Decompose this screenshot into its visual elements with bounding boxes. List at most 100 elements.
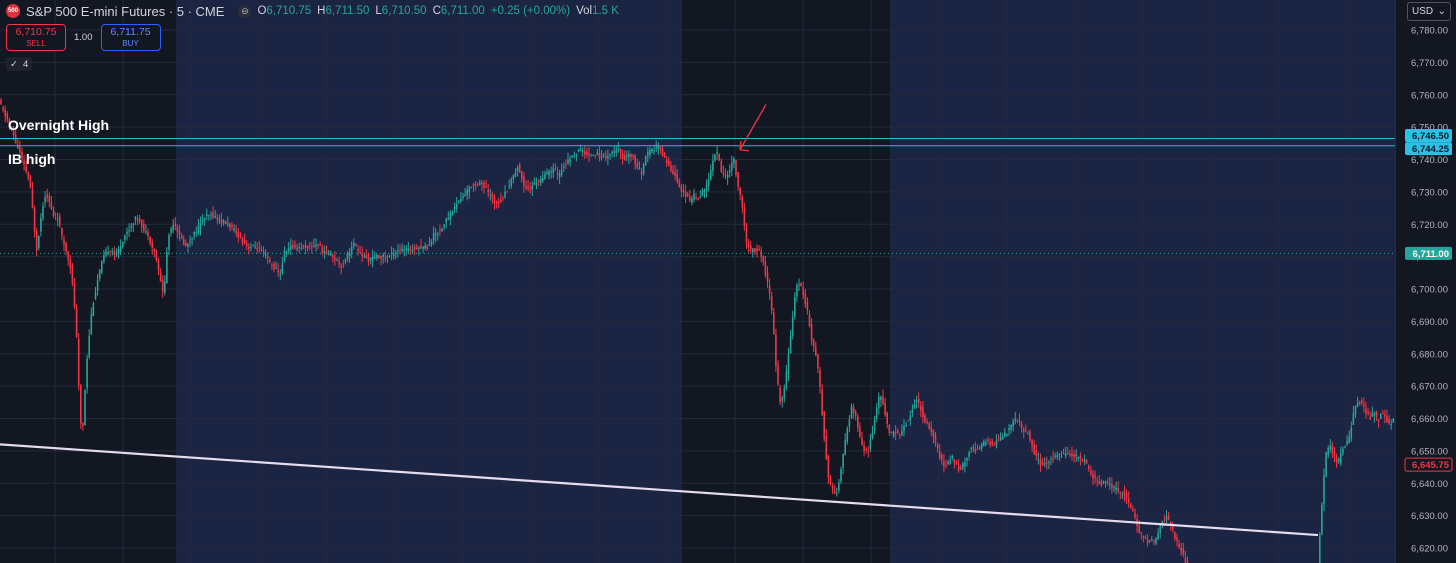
candle-body	[229, 223, 231, 229]
candle-body	[865, 448, 867, 451]
candle-body	[733, 158, 735, 164]
candle-body	[521, 171, 523, 179]
candle-body	[548, 170, 550, 176]
candle-body	[613, 151, 615, 154]
candle-body	[680, 186, 683, 192]
candle-body	[237, 231, 240, 238]
candle-body	[422, 246, 424, 249]
candle-body	[1064, 453, 1067, 457]
candle-body	[1071, 453, 1073, 456]
candle-body	[997, 440, 1000, 442]
candle-body	[1106, 482, 1109, 484]
symbol-title[interactable]: S&P 500 E-mini Futures · 5 · CME	[26, 3, 225, 19]
candle-body	[745, 228, 748, 243]
candle-body	[1029, 431, 1031, 440]
annotation-arrow-head	[739, 140, 742, 150]
candle-body	[1130, 503, 1132, 508]
candle-body	[69, 259, 72, 269]
buy-button[interactable]: 6,711.75 BUY	[100, 24, 161, 51]
candle-body	[405, 248, 408, 251]
candle-body	[403, 249, 405, 251]
candle-body	[1079, 455, 1082, 460]
ib-high-tag	[1405, 142, 1452, 156]
candle-body	[103, 255, 105, 262]
candle-body	[1352, 413, 1355, 425]
candle-body	[31, 188, 34, 209]
eye-toggle-icon[interactable]: ⊖	[238, 4, 252, 18]
candle-body	[1327, 447, 1329, 456]
candle-body	[1111, 484, 1113, 489]
low-value: 6,710.50	[381, 5, 427, 17]
candle-body	[760, 250, 762, 257]
candle-body	[29, 177, 32, 188]
candle-body	[231, 224, 233, 227]
candle-body	[376, 255, 378, 259]
quantity-value[interactable]: 1.00	[74, 32, 93, 43]
candle-body	[107, 251, 109, 255]
candle-body	[508, 186, 510, 188]
candle-body	[451, 211, 454, 216]
candle-body	[896, 430, 899, 434]
candle-body	[980, 443, 983, 449]
candle-body	[1392, 418, 1395, 423]
price-tick-label: 6,620.00	[1411, 544, 1448, 555]
candle-body	[302, 245, 305, 247]
candle-body	[151, 241, 153, 248]
low-label: L	[375, 5, 382, 17]
candle-body	[359, 251, 361, 253]
candle-body	[304, 245, 307, 249]
candle-body	[1098, 481, 1101, 484]
candle-body	[497, 201, 500, 204]
candle-body	[959, 468, 962, 470]
candle-body	[1379, 414, 1382, 419]
candle-body	[399, 250, 401, 252]
candle-body	[1041, 462, 1044, 465]
candle-body	[374, 256, 376, 259]
candle-body	[23, 160, 25, 165]
candle-body	[617, 148, 620, 150]
candle-body	[556, 173, 559, 175]
price-tick-label: 6,720.00	[1411, 220, 1448, 231]
candle-body	[779, 387, 781, 403]
candle-body	[485, 186, 487, 188]
indicators-toggle[interactable]: ✓ 4	[6, 57, 33, 71]
candle-body	[602, 154, 605, 156]
sell-price: 6,710.75	[15, 25, 57, 38]
candle-body	[651, 148, 653, 153]
candle-body	[185, 242, 187, 247]
candle-body	[506, 191, 508, 193]
last-price-tag	[1405, 246, 1452, 260]
candle-body	[489, 194, 492, 196]
candle-body	[884, 403, 886, 415]
candle-body	[794, 297, 796, 317]
currency-select[interactable]: USD ⌄	[1407, 2, 1451, 21]
candle-body	[863, 445, 865, 451]
chevron-down-icon: ⌄	[1437, 6, 1446, 17]
candle-body	[218, 220, 221, 222]
candle-body	[558, 173, 561, 177]
candle-body	[227, 223, 229, 225]
candle-body	[1169, 521, 1172, 525]
candle-body	[743, 207, 746, 226]
candle-body	[38, 235, 40, 249]
candle-body	[781, 397, 783, 401]
candle-body	[1058, 453, 1061, 455]
candle-body	[206, 214, 208, 216]
candle-body	[94, 292, 97, 300]
candle-body	[852, 407, 855, 414]
candle-body	[426, 246, 429, 249]
candle-body	[527, 186, 529, 190]
candle-body	[502, 198, 504, 200]
candle-body	[909, 416, 912, 421]
candle-body	[453, 206, 456, 210]
sell-button[interactable]: 6,710.75 SELL	[6, 24, 66, 51]
candle-body	[332, 254, 334, 258]
candle-body	[449, 213, 452, 220]
candle-body	[1335, 457, 1338, 464]
candle-body	[1100, 481, 1103, 486]
candle-body	[878, 396, 880, 409]
candle-body	[899, 434, 901, 436]
overnight-high-label: Overnight High	[8, 117, 109, 133]
price-tick-label: 6,650.00	[1411, 446, 1448, 457]
